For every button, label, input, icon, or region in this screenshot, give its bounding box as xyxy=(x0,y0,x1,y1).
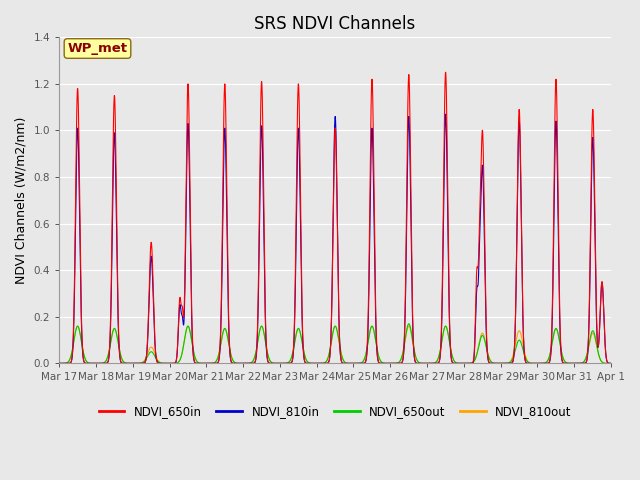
Legend: NDVI_650in, NDVI_810in, NDVI_650out, NDVI_810out: NDVI_650in, NDVI_810in, NDVI_650out, NDV… xyxy=(94,400,577,423)
Y-axis label: NDVI Channels (W/m2/nm): NDVI Channels (W/m2/nm) xyxy=(15,117,28,284)
Text: WP_met: WP_met xyxy=(67,42,127,55)
Title: SRS NDVI Channels: SRS NDVI Channels xyxy=(255,15,416,33)
